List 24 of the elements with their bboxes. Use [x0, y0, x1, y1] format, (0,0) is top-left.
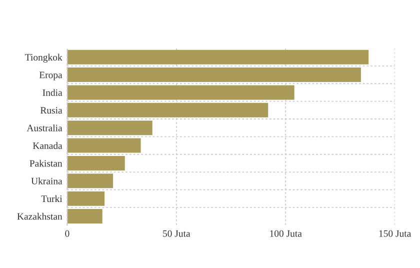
y-tick-label: Rusia: [40, 107, 62, 114]
bar: [67, 138, 141, 153]
bar: [67, 102, 268, 118]
y-tick-label: Ukraina: [31, 178, 62, 184]
y-tick-label: Pakistan: [30, 160, 62, 167]
x-tick-label: 150 Juta: [379, 230, 412, 237]
y-tick-label: Kazakhstan: [17, 212, 62, 220]
bar: [67, 191, 105, 206]
y-tick-label: India: [42, 89, 62, 96]
y-tick-label: Eropa: [39, 72, 62, 80]
y-tick-label: Tiongkok: [25, 54, 62, 63]
bar: [67, 174, 114, 188]
y-tick-label: Kanada: [32, 142, 62, 149]
bar: [67, 156, 125, 170]
bar: [67, 209, 102, 224]
y-tick-label: Australia: [26, 124, 62, 132]
x-tick-label: 50 Juta: [163, 230, 190, 237]
x-tick-label: 0: [65, 230, 70, 237]
bar: [67, 85, 294, 100]
y-tick-label: Turki: [41, 195, 62, 202]
bar: [67, 50, 369, 64]
x-tick-label: 100 Juta: [270, 230, 302, 237]
bar: [67, 120, 152, 136]
bar: [67, 68, 361, 82]
